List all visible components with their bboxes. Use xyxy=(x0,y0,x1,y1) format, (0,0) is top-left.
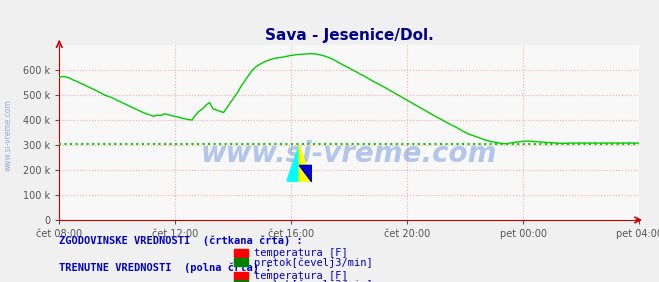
Text: pretok[čevelj3/min]: pretok[čevelj3/min] xyxy=(254,257,372,268)
Text: www.si-vreme.com: www.si-vreme.com xyxy=(3,100,13,171)
Text: temperatura [F]: temperatura [F] xyxy=(254,271,347,281)
Title: Sava - Jesenice/Dol.: Sava - Jesenice/Dol. xyxy=(265,28,434,43)
Polygon shape xyxy=(299,165,312,182)
Text: www.si-vreme.com: www.si-vreme.com xyxy=(201,140,498,168)
Polygon shape xyxy=(287,145,299,182)
Text: temperatura [F]: temperatura [F] xyxy=(254,248,347,258)
Text: ZGODOVINSKE VREDNOSTI  (črtkana črta) :: ZGODOVINSKE VREDNOSTI (črtkana črta) : xyxy=(59,235,303,246)
Text: X: X xyxy=(235,250,241,259)
Text: TRENUTNE VREDNOSTI  (polna črta) :: TRENUTNE VREDNOSTI (polna črta) : xyxy=(59,263,272,273)
Text: pretok[čevelj3/min]: pretok[čevelj3/min] xyxy=(254,279,372,282)
Polygon shape xyxy=(299,145,312,182)
